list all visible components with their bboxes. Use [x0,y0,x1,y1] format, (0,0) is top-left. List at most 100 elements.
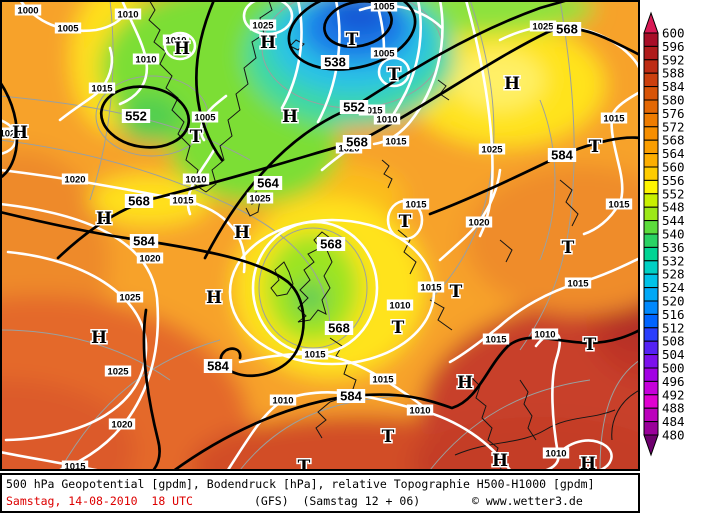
weather-map: 1000 1005 1010 1010 1010 1015 1020 1005 1020 1010… [0,0,640,471]
svg-text:552: 552 [343,100,365,115]
svg-text:1005: 1005 [373,1,395,12]
low-center: T [562,238,575,258]
geopotential-label: 568 [553,22,581,37]
colorbar-tick-label: 480 [662,428,685,443]
svg-text:1025: 1025 [481,144,503,155]
caption-model-info: (GFS) (Samstag 12 + 06) [254,494,420,508]
pressure-label: 1025 [479,144,505,156]
pressure-label: 1010 [270,395,296,407]
pressure-label: 1010 [543,448,569,460]
svg-text:1015: 1015 [385,136,407,147]
pressure-label: 1020 [62,174,88,186]
low-center: T [298,457,311,471]
svg-text:1010: 1010 [409,405,430,416]
svg-text:1005: 1005 [373,48,395,59]
svg-text:1010: 1010 [185,174,206,185]
pressure-label: 1010 [133,54,159,66]
svg-text:1015: 1015 [91,83,113,94]
pressure-label: 1020 [109,419,135,431]
svg-text:1010: 1010 [534,329,555,340]
low-center: T [392,318,405,338]
colorbar-segment [644,33,658,46]
svg-text:1000: 1000 [17,5,38,16]
pressure-label: 1000 [15,5,41,17]
svg-text:1020: 1020 [64,174,85,185]
svg-text:1015: 1015 [567,278,589,289]
colorbar-segment [644,341,658,354]
colorbar-segment [644,60,658,73]
colorbar-segment [644,422,658,435]
pressure-label: 1015 [89,83,115,95]
svg-text:568: 568 [128,194,150,209]
colorbar-segment [644,234,658,247]
geopotential-label: 568 [325,321,353,336]
low-center: T [450,282,463,302]
svg-text:1010: 1010 [117,9,138,20]
svg-text:1020: 1020 [111,419,132,430]
geopotential-label: 568 [317,237,345,252]
colorbar-arrow-top [644,13,658,33]
colorbar-segment [644,381,658,394]
svg-text:1010: 1010 [135,54,156,65]
high-center: H [96,209,112,229]
caption-box: 500 hPa Geopotential [gpdm], Bodendruck … [0,473,640,513]
pressure-label: 1015 [403,199,429,211]
colorbar-segment [644,194,658,207]
pressure-label: 1015 [370,374,396,386]
svg-text:1015: 1015 [405,199,427,210]
svg-text:568: 568 [346,135,368,150]
colorbar-segment [644,100,658,113]
caption-date: Samstag, 14-08-2010 18 UTC [6,494,193,508]
geopotential-label: 568 [125,194,153,209]
svg-text:1025: 1025 [252,20,274,31]
svg-text:584: 584 [340,389,362,404]
svg-text:1005: 1005 [57,23,79,34]
geopotential-label: 552 [122,109,150,124]
svg-text:568: 568 [556,22,578,37]
colorbar-segment [644,207,658,220]
svg-text:1010: 1010 [389,300,410,311]
pressure-label: 1010 [387,300,413,312]
svg-text:1015: 1015 [608,199,630,210]
pressure-label: 1010 [374,114,400,126]
high-center: H [580,454,596,471]
high-center: H [91,328,107,348]
pressure-label: 1010 [183,174,209,186]
colorbar-segment [644,154,658,167]
pressure-label: 1015 [302,349,328,361]
pressure-label: 1025 [117,292,143,304]
colorbar-segment [644,301,658,314]
svg-text:568: 568 [320,237,342,252]
pressure-label: 1025 [247,193,273,205]
svg-text:584: 584 [207,359,229,374]
pressure-label: 1005 [371,48,397,60]
map-canvas: 1000 1005 1010 1010 1010 1015 1020 1005 1020 1010… [0,0,640,471]
low-center: T [346,30,359,50]
svg-text:1010: 1010 [376,114,397,125]
colorbar-segment [644,46,658,59]
svg-text:1015: 1015 [603,113,625,124]
pressure-label: 1010 [532,329,558,341]
colorbar-segment [644,274,658,287]
svg-text:1025: 1025 [249,193,271,204]
svg-text:1015: 1015 [420,282,442,293]
high-center: H [504,74,520,94]
pressure-label: 1010 [115,9,141,21]
pressure-label: 1020 [466,217,492,229]
colorbar-segment [644,355,658,368]
colorbar-arrow-bottom [644,435,658,455]
pressure-label: 1025 [530,21,556,33]
svg-text:1010: 1010 [272,395,293,406]
pressure-label: 1005 [55,23,81,35]
low-center: T [589,137,602,157]
pressure-label: 1015 [170,195,196,207]
colorbar-segment [644,180,658,193]
colorbar-segment [644,314,658,327]
geopotential-label: 538 [321,55,349,70]
svg-text:1025: 1025 [119,292,141,303]
pressure-label: 1020 [137,253,163,265]
pressure-label: 1025 [105,366,131,378]
svg-text:1015: 1015 [304,349,326,360]
colorbar-segment [644,261,658,274]
svg-text:1025: 1025 [107,366,129,377]
